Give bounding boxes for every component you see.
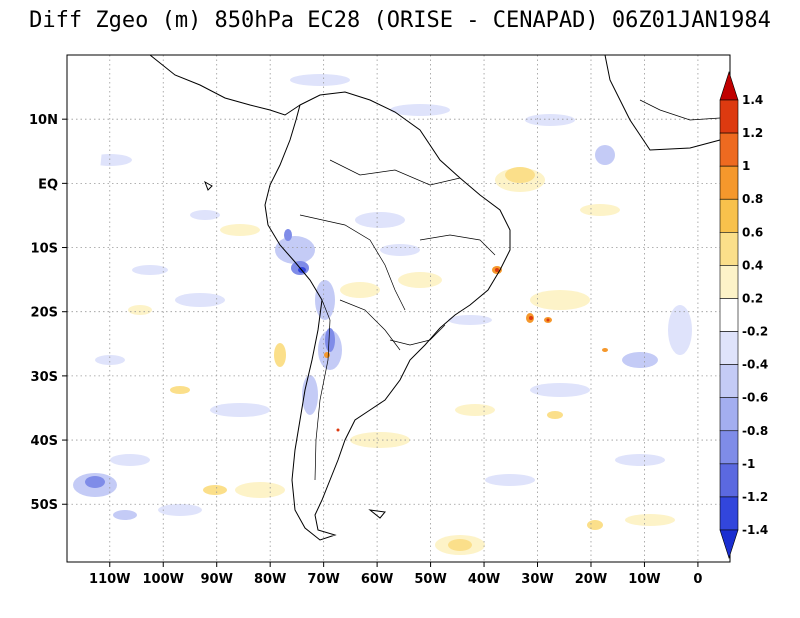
colorbar-label: -0.8 — [742, 424, 768, 438]
field-red-core — [336, 268, 550, 432]
lon-tick-label: 40W — [468, 572, 500, 587]
colorbar-box — [719, 463, 739, 498]
lon-tick-label: 0 — [693, 572, 702, 587]
colorbar-label: 0.2 — [742, 291, 763, 305]
map-plot-area — [66, 54, 731, 563]
border-chile-argentina — [314, 299, 331, 481]
latitude-axis: 10N EQ 10S 20S 30S 40S 50S — [29, 113, 67, 513]
field-layer — [67, 55, 692, 555]
colorbar-box — [719, 265, 739, 299]
lon-tick-label: 50W — [414, 572, 446, 587]
border-africa — [639, 99, 721, 121]
map-grid — [67, 55, 730, 562]
colorbar-box — [719, 132, 739, 167]
colorbar-box — [719, 165, 739, 200]
field-orange — [170, 167, 603, 551]
map-title: Diff Zgeo (m) 850hPa EC28 (ORISE - CENAP… — [29, 8, 771, 33]
coastlines — [149, 55, 730, 541]
colorbar-min-arrow — [719, 529, 739, 559]
lon-tick-label: 90W — [200, 572, 232, 587]
africa-coast — [604, 55, 730, 151]
lat-tick-label: 30S — [31, 370, 58, 385]
field-light-orange — [128, 168, 675, 555]
colorbar-label: 1.2 — [742, 126, 763, 140]
lat-tick-label: 10N — [29, 113, 58, 128]
border-andes-brazil — [299, 214, 406, 311]
lon-tick-label: 110W — [89, 572, 130, 587]
plot-background — [67, 55, 730, 562]
lon-tick-label: 60W — [361, 572, 393, 587]
lon-tick-label: 20W — [575, 572, 607, 587]
colorbar-box — [719, 331, 739, 365]
falklands-coast — [368, 509, 386, 519]
south-america-coast — [264, 91, 511, 541]
colorbar-label: -0.4 — [742, 358, 768, 372]
colorbar-box — [719, 364, 739, 398]
country-borders — [299, 99, 721, 481]
colorbar-box — [719, 99, 739, 134]
colorbar-box — [719, 397, 739, 432]
colorbar-label: 0.8 — [742, 192, 763, 206]
longitude-axis: 110W 100W 90W 80W 70W 60W 50W 40W 30W 20W 10W 0 — [89, 562, 702, 587]
colorbar-label: -1.2 — [742, 490, 768, 504]
lon-tick-label: 80W — [254, 572, 286, 587]
colorbar-box — [719, 496, 739, 531]
colorbar-label: -1.4 — [742, 523, 768, 537]
border-brazil-states — [419, 234, 496, 256]
colorbar-box — [719, 298, 739, 332]
colorbar-label: 1 — [742, 159, 750, 173]
lon-tick-label: 10W — [628, 572, 660, 587]
border-north — [329, 159, 461, 186]
lat-tick-label: 10S — [31, 242, 58, 257]
lon-tick-label: 30W — [521, 572, 553, 587]
central-america-coast — [149, 55, 301, 116]
border-bolivia-paraguay — [339, 299, 401, 351]
field-light-blue — [88, 74, 692, 516]
domain-mask-left — [67, 55, 112, 505]
colorbar-label: -0.2 — [742, 325, 768, 339]
lat-tick-label: 20S — [31, 306, 58, 321]
lat-tick-label: 50S — [31, 498, 58, 513]
colorbar: 1.4 1.2 1 0.8 0.6 0.4 0.2 -0.2 -0.4 -0.6 -0.8 -1 -1.… — [719, 71, 768, 559]
colorbar-label: 0.4 — [742, 258, 763, 272]
lat-tick-label: 40S — [31, 434, 58, 449]
lon-tick-label: 100W — [142, 572, 183, 587]
colorbar-label: -0.6 — [742, 391, 768, 405]
colorbar-label: -1 — [742, 457, 755, 471]
galapagos-coast — [204, 180, 213, 191]
colorbar-box — [719, 232, 739, 266]
colorbar-box — [719, 198, 739, 233]
colorbar-label: 1.4 — [742, 93, 763, 107]
colorbar-label: 0.6 — [742, 225, 763, 239]
colorbar-box — [719, 430, 739, 465]
lat-tick-label: EQ — [38, 177, 58, 192]
border-southern-brazil — [389, 324, 446, 346]
lon-tick-label: 70W — [307, 572, 339, 587]
